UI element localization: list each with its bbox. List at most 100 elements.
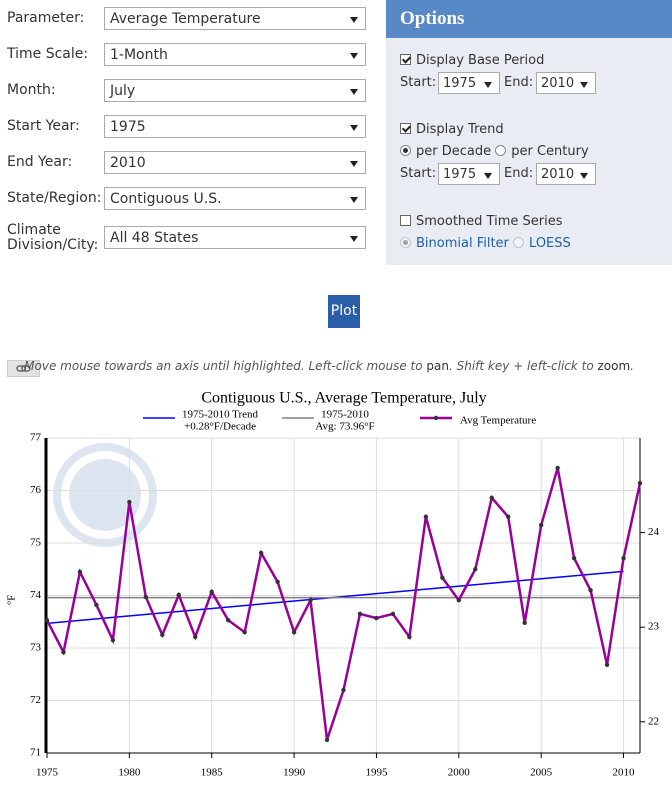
radio[interactable] xyxy=(513,237,525,248)
y-tick-label: 75 xyxy=(30,537,42,549)
option-label: Smoothed Time Series xyxy=(416,214,563,229)
point xyxy=(209,589,214,595)
x-tick-label: 2010 xyxy=(613,767,636,779)
option-label: LOESS xyxy=(529,236,571,251)
hint-text: zoom xyxy=(597,359,631,373)
option-label: Start: xyxy=(400,75,437,90)
x-tick-label: 1985 xyxy=(201,767,224,779)
option-label: Display Base Period xyxy=(416,53,545,68)
point xyxy=(44,617,50,623)
point xyxy=(143,594,149,600)
point xyxy=(506,514,511,519)
select[interactable]: 1975 xyxy=(438,163,500,185)
point xyxy=(538,522,544,528)
legend-marker xyxy=(433,415,439,421)
link-button[interactable] xyxy=(7,360,40,377)
select[interactable]: Average Temperature xyxy=(104,7,366,30)
hint-text: . xyxy=(630,359,634,373)
point xyxy=(176,592,181,598)
point xyxy=(423,514,429,519)
point xyxy=(440,575,445,580)
point xyxy=(374,615,379,621)
point xyxy=(357,611,363,617)
point xyxy=(341,687,346,693)
point xyxy=(407,634,412,640)
options-title: Options xyxy=(386,0,672,38)
select[interactable]: Contiguous U.S. xyxy=(104,187,366,210)
option-label: per Century xyxy=(511,144,589,159)
option-label: Display Trend xyxy=(416,122,504,137)
radio[interactable] xyxy=(400,237,411,248)
select[interactable]: All 48 States xyxy=(104,226,366,249)
point xyxy=(127,499,132,505)
point xyxy=(94,602,99,608)
option-label: End: xyxy=(504,166,534,181)
y2-tick-label: 23 xyxy=(648,621,660,633)
y2-tick-label: 22 xyxy=(648,715,659,727)
legend-label: Avg Temperature xyxy=(460,415,536,427)
x-tick-label: 1995 xyxy=(365,767,388,779)
legend-sublabel: Avg: 73.96°F xyxy=(315,421,374,433)
point xyxy=(522,620,527,625)
hint-text: . Shift key + left-click to xyxy=(448,359,598,373)
y2-tick-label: 24 xyxy=(648,526,660,538)
radio[interactable] xyxy=(495,145,507,156)
y-tick-label: 74 xyxy=(30,589,42,601)
chart-title: Contiguous U.S., Average Temperature, Ju… xyxy=(201,390,486,407)
x-tick-label: 2000 xyxy=(448,767,471,779)
hint-text: pan xyxy=(426,359,449,373)
point xyxy=(489,495,494,501)
point xyxy=(390,611,396,617)
point xyxy=(555,465,560,471)
x-tick-label: 1975 xyxy=(36,767,59,779)
checkbox[interactable] xyxy=(400,54,411,65)
point xyxy=(291,630,297,635)
point xyxy=(308,598,313,603)
x-tick-label: 1980 xyxy=(118,767,141,779)
point xyxy=(61,650,66,655)
x-tick-label: 2005 xyxy=(530,767,553,779)
point xyxy=(637,480,643,486)
y-tick-label: 71 xyxy=(30,747,41,759)
x-tick-label: 1990 xyxy=(283,767,306,779)
point xyxy=(275,579,280,585)
point xyxy=(604,662,610,667)
option-label: End: xyxy=(504,75,534,90)
chart: Contiguous U.S., Average Temperature, Ju… xyxy=(6,390,660,779)
field-label: Parameter: xyxy=(7,10,85,26)
option-label: Start: xyxy=(400,166,437,181)
legend-sublabel: +0.28°F/Decade xyxy=(184,421,256,433)
point xyxy=(225,617,231,623)
select[interactable]: 2010 xyxy=(536,72,596,94)
select[interactable]: July xyxy=(104,79,366,102)
point xyxy=(473,567,478,572)
point xyxy=(160,632,165,638)
noaa-logo xyxy=(53,443,157,547)
point xyxy=(324,737,330,743)
point xyxy=(77,569,83,575)
point xyxy=(110,637,116,643)
radio[interactable] xyxy=(400,145,411,156)
option-label: Binomial Filter xyxy=(416,236,509,251)
legend-label: 1975-2010 xyxy=(321,409,369,421)
hint: Move mouse towards an axis until highlig… xyxy=(24,359,634,373)
y-tick-label: 76 xyxy=(30,484,42,496)
options-panel: Options Display Base Period Start: 1975 … xyxy=(386,0,672,265)
select[interactable]: 2010 xyxy=(104,151,366,174)
field-label: State/Region: xyxy=(7,190,102,206)
field-label: Climate Division/City: xyxy=(7,222,99,253)
select[interactable]: 2010 xyxy=(536,163,596,185)
plot-button[interactable]: Plot xyxy=(328,295,360,328)
y-tick-label: 73 xyxy=(30,642,42,654)
select[interactable]: 1975 xyxy=(438,72,500,94)
select[interactable]: 1975 xyxy=(104,115,366,138)
field-label: Time Scale: xyxy=(7,46,89,62)
checkbox[interactable] xyxy=(400,215,411,226)
select[interactable]: 1-Month xyxy=(104,43,366,66)
legend-label: 1975-2010 Trend xyxy=(182,409,259,421)
checkbox[interactable] xyxy=(400,123,411,134)
point xyxy=(571,556,577,561)
y-axis-label: °F xyxy=(6,595,18,606)
point xyxy=(242,630,247,635)
